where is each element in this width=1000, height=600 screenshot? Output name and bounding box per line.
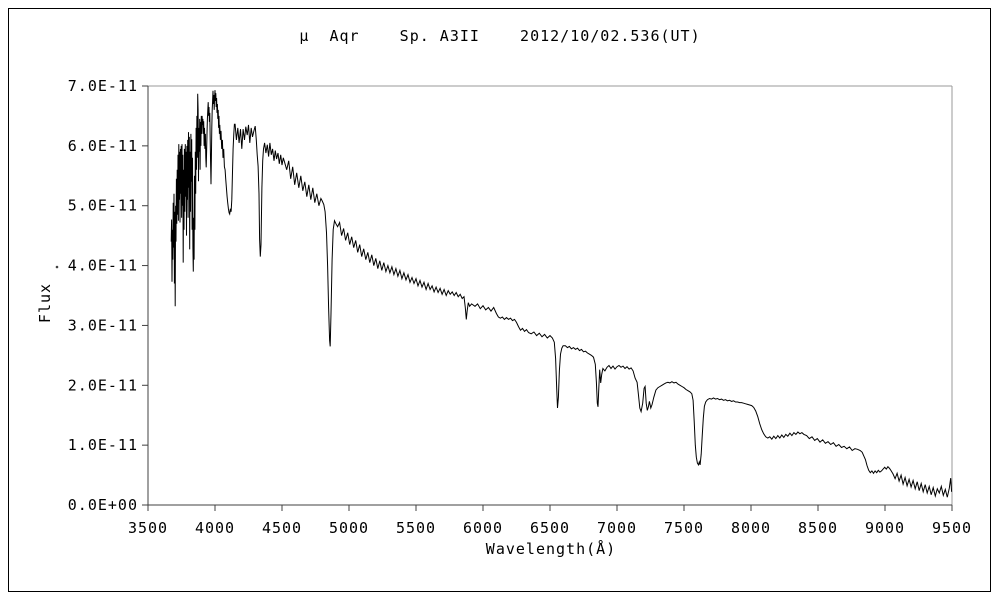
spectrum-line (170, 90, 953, 498)
y-axis-ticks (142, 85, 148, 506)
y-axis-tick-labels: 0.0E+00 1.0E-11 2.0E-11 3.0E-11 4.0E-11 5.0E-… (68, 77, 138, 514)
x-tick-label-7000: 7000 (597, 519, 637, 537)
y-tick-label-3.0E-11: 3.0E-11 (68, 316, 138, 334)
y-tick-label-5.0E-11: 5.0E-11 (68, 197, 138, 215)
x-axis-tick-labels: 3500 4000 4500 5000 5500 6000 6500 7000 7500 8000… (128, 519, 972, 537)
x-tick-label-4000: 4000 (195, 519, 235, 537)
page-title: μ Aqr Sp. A3II 2012/10/02.536(UT) (299, 27, 701, 45)
x-tick-label-8000: 8000 (731, 519, 771, 537)
x-tick-label-5500: 5500 (396, 519, 436, 537)
y-tick-label-2.0E-11: 2.0E-11 (68, 376, 138, 394)
x-tick-label-7500: 7500 (664, 519, 704, 537)
x-tick-label-9000: 9000 (865, 519, 905, 537)
y-tick-label-7.0E-11: 7.0E-11 (68, 77, 138, 95)
x-tick-label-5000: 5000 (329, 519, 369, 537)
x-tick-label-6000: 6000 (463, 519, 503, 537)
x-tick-label-3500: 3500 (128, 519, 168, 537)
x-tick-label-4500: 4500 (262, 519, 302, 537)
x-tick-label-6500: 6500 (530, 519, 570, 537)
y-tick-label-6.0E-11: 6.0E-11 (68, 137, 138, 155)
y-axis-title: Flux (36, 283, 54, 323)
y-tick-label-1.0E-11: 1.0E-11 (68, 436, 138, 454)
x-axis-title: Wavelength(Å) (486, 539, 616, 558)
x-tick-label-9500: 9500 (932, 519, 972, 537)
x-tick-label-8500: 8500 (798, 519, 838, 537)
plot-frame (147, 85, 953, 506)
y-tick-label-4.0E-11: 4.0E-11 (68, 257, 138, 275)
stray-dot (55, 265, 59, 269)
x-axis-ticks (147, 505, 953, 511)
y-tick-label-0.0E+00: 0.0E+00 (68, 496, 138, 514)
